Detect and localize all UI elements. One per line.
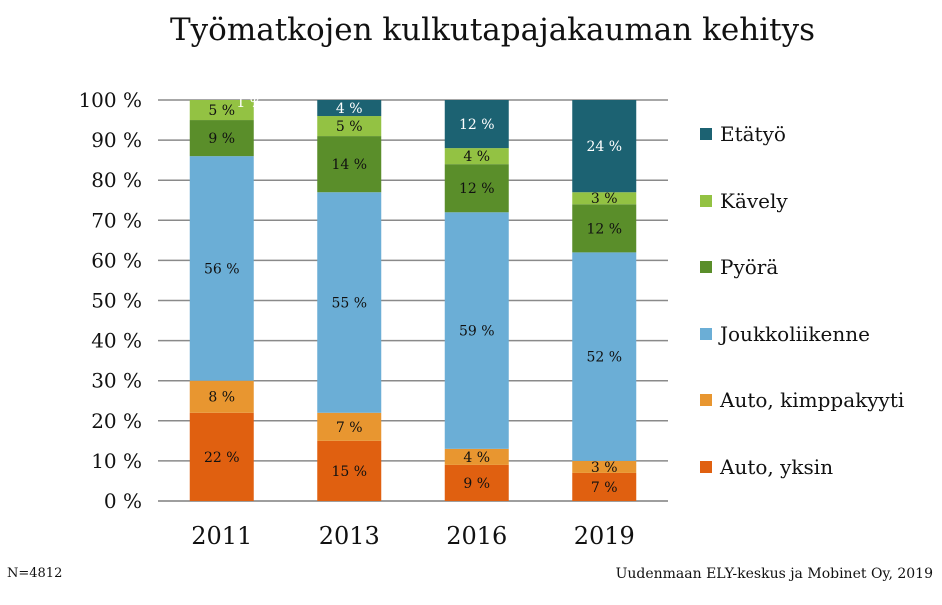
bar-segment	[572, 100, 637, 193]
bar-segment	[189, 156, 254, 381]
legend-swatch	[700, 394, 712, 406]
y-tick-label: 10 %	[91, 449, 142, 473]
bar-segment	[444, 148, 509, 165]
data-label: 7 %	[336, 420, 363, 436]
data-label: 56 %	[204, 261, 240, 277]
legend-swatch	[700, 261, 712, 273]
legend-item: Etätyö	[700, 122, 940, 146]
legend-item: Joukkoliikenne	[700, 322, 940, 346]
data-label: 12 %	[586, 221, 622, 237]
data-label: 52 %	[586, 350, 622, 366]
legend-item: Auto, kimppakyyti	[700, 388, 940, 412]
bar-segment	[444, 448, 509, 465]
stacked-bar-chart: 0 % 10 % 20 % 30 % 40 % 50 % 60 % 70 % 80 % 90 % 1…	[78, 88, 668, 550]
data-label: 4 %	[463, 149, 490, 165]
legend-swatch	[700, 327, 712, 340]
y-tick-label: 0 %	[104, 489, 142, 513]
legend-swatch	[700, 460, 712, 473]
legend-item: Pyörä	[700, 255, 940, 279]
source-note: Uudenmaan ELY-keskus ja Mobinet Oy, 2019	[615, 566, 933, 582]
legend-label: Pyörä	[720, 255, 779, 279]
bar-segment	[317, 192, 382, 413]
x-tick-label: 2011	[191, 522, 252, 550]
data-label: 5 %	[208, 103, 235, 119]
bar-segment	[317, 440, 382, 501]
data-label: 3 %	[591, 460, 618, 476]
data-label: 4 %	[336, 101, 363, 117]
data-label: 15 %	[331, 464, 367, 480]
bar-segment	[444, 464, 509, 501]
bar-segment	[572, 472, 637, 501]
data-label: 5 %	[336, 119, 363, 135]
y-tick-label: 40 %	[91, 329, 142, 353]
bar-segment	[317, 116, 382, 137]
legend-label: Etätyö	[720, 122, 786, 146]
y-tick-label: 100 %	[78, 88, 142, 112]
data-label: 55 %	[331, 296, 367, 312]
y-tick-label: 50 %	[91, 289, 142, 313]
bar-segment	[572, 192, 637, 205]
bar-segment	[317, 100, 382, 117]
data-label: 9 %	[208, 131, 235, 147]
data-label: 59 %	[459, 324, 495, 340]
data-label: 8 %	[208, 390, 235, 406]
legend-label: Auto, kimppakyyti	[720, 388, 905, 412]
legend-label: Auto, yksin	[720, 454, 834, 479]
x-tick-label: 2019	[574, 522, 635, 550]
bar-segment	[317, 412, 382, 441]
bar-segment	[444, 164, 509, 213]
legend-swatch	[700, 194, 712, 207]
y-tick-label: 80 %	[91, 168, 142, 192]
y-tick-label: 20 %	[91, 409, 142, 433]
data-label: 22 %	[204, 450, 240, 466]
legend-swatch	[700, 128, 712, 140]
chart-title: Työmatkojen kulkutapajakauman kehitys	[169, 12, 815, 48]
data-label: 12 %	[459, 117, 495, 133]
data-label: 14 %	[331, 157, 367, 173]
bar-segment	[189, 412, 254, 501]
bar-segment	[444, 100, 509, 149]
data-label: 24 %	[586, 139, 622, 155]
bar-segment	[572, 460, 637, 473]
x-tick-label: 2016	[446, 522, 507, 550]
bar-segment	[189, 120, 254, 157]
data-label: 9 %	[463, 476, 490, 492]
legend-item: Auto, yksin	[700, 455, 940, 479]
bar-segment	[444, 212, 509, 449]
x-tick-label: 2013	[319, 522, 380, 550]
bar-segment	[189, 380, 254, 413]
legend-item: Kävely	[700, 189, 940, 213]
bar-segment	[189, 100, 254, 121]
bar-segment	[572, 252, 637, 461]
y-tick-label: 70 %	[91, 208, 142, 232]
data-label: 7 %	[591, 480, 618, 496]
data-label: 3 %	[591, 191, 618, 207]
data-label: 4 %	[463, 450, 490, 466]
y-tick-label: 60 %	[91, 248, 142, 272]
data-label: 12 %	[459, 181, 495, 197]
data-label: 1 %	[236, 95, 263, 111]
bar-segment	[572, 204, 637, 253]
legend-label: Joukkoliikenne	[720, 321, 870, 346]
legend-label: Kävely	[720, 188, 788, 213]
y-tick-label: 90 %	[91, 128, 142, 152]
y-tick-label: 30 %	[91, 369, 142, 393]
bar-segment	[317, 136, 382, 193]
sample-size-note: N=4812	[7, 566, 63, 581]
